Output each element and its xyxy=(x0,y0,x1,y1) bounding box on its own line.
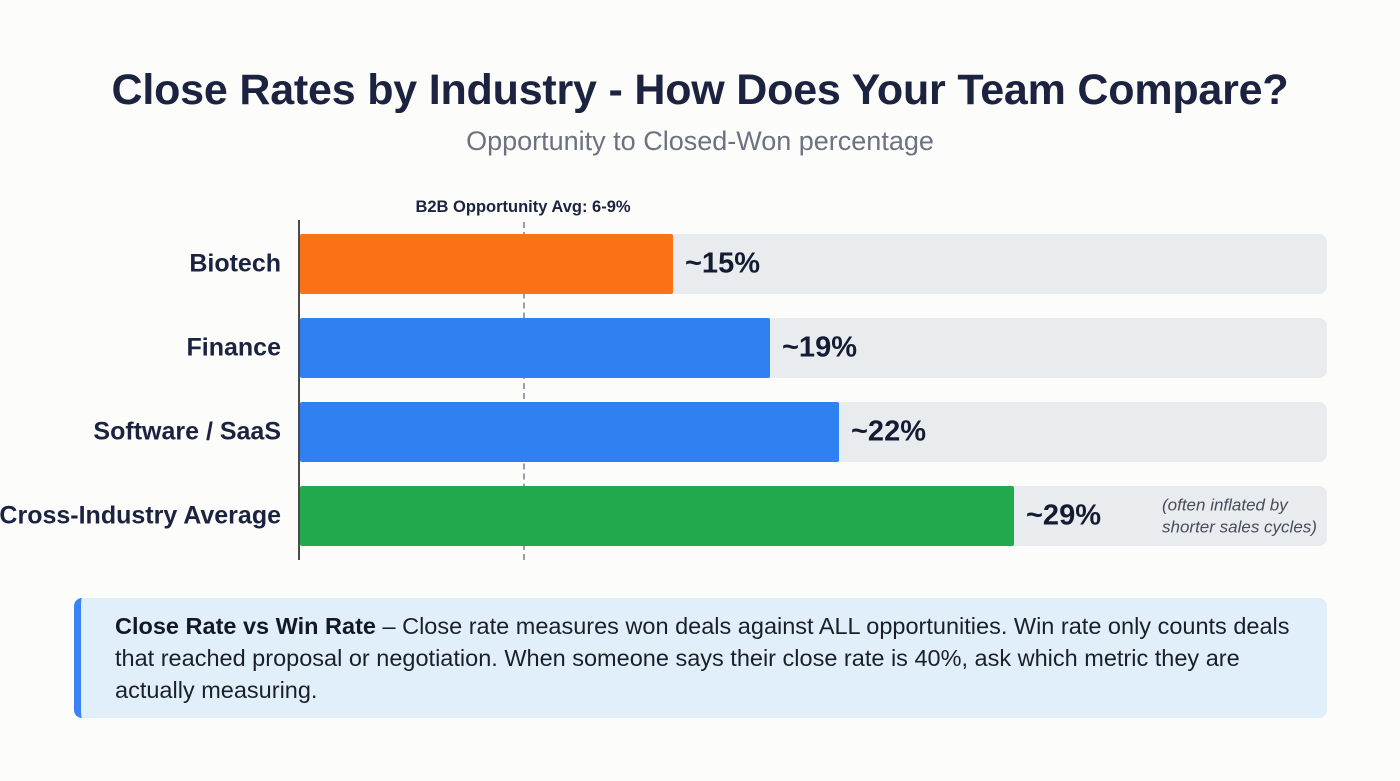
page-title: Close Rates by Industry - How Does Your … xyxy=(111,66,1289,114)
bar-biotech[interactable] xyxy=(300,234,673,294)
bar-value-label: ~22% xyxy=(851,415,926,448)
bar-track: ~22% xyxy=(300,402,1327,462)
callout-body: – Close rate measures won deals against … xyxy=(115,612,1290,704)
category-label: Cross-Industry Average xyxy=(0,501,281,530)
chart-row: Software / SaaS ~22% xyxy=(0,402,1400,462)
bar-track: ~15% xyxy=(300,234,1327,294)
page-subtitle: Opportunity to Closed-Won percentage xyxy=(466,126,934,157)
bar-software-saas[interactable] xyxy=(300,402,839,462)
benchmark-label: B2B Opportunity Avg: 6-9% xyxy=(415,198,631,216)
bar-cross-industry-average[interactable] xyxy=(300,486,1014,546)
chart-row: Biotech ~15% xyxy=(0,234,1400,294)
callout-text: Close Rate vs Win Rate – Close rate meas… xyxy=(115,610,1301,707)
bar-value-label: ~19% xyxy=(782,331,857,364)
bar-track: ~29% (often inflated by shorter sales cy… xyxy=(300,486,1327,546)
benchmark-reference-line xyxy=(523,222,525,560)
category-label: Software / SaaS xyxy=(93,417,281,446)
bar-track: ~19% xyxy=(300,318,1327,378)
chart-header: Close Rates by Industry - How Does Your … xyxy=(0,66,1400,158)
callout-box: Close Rate vs Win Rate – Close rate meas… xyxy=(74,598,1327,718)
bar-value-label: ~15% xyxy=(685,247,760,280)
bar-finance[interactable] xyxy=(300,318,770,378)
bar-annotation-note: (often inflated by shorter sales cycles) xyxy=(1162,495,1317,536)
bar-value-label: ~29% xyxy=(1026,499,1101,532)
chart-row: Finance ~19% xyxy=(0,318,1400,378)
callout-lead: Close Rate vs Win Rate xyxy=(115,612,376,639)
chart-row: Cross-Industry Average ~29% (often infla… xyxy=(0,486,1400,546)
category-label: Finance xyxy=(186,333,281,362)
y-axis-line xyxy=(298,220,300,560)
category-label: Biotech xyxy=(189,249,281,278)
